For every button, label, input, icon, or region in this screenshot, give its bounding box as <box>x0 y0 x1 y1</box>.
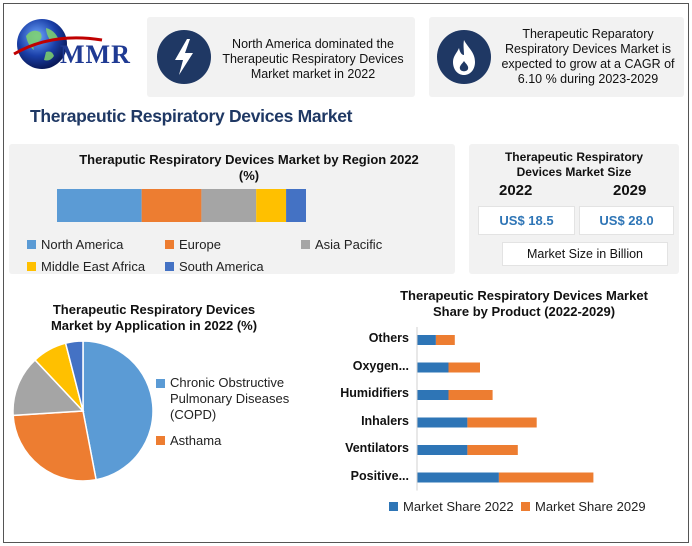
product-bar <box>467 417 537 428</box>
legend-swatch <box>156 379 165 388</box>
application-chart-title: Therapeutic Respiratory Devices Market b… <box>50 302 258 333</box>
legend-share-2029: Market Share 2029 <box>521 499 646 514</box>
pie-slice <box>12 358 85 417</box>
highlight-card-1: North America dominated the Therapeutic … <box>147 17 415 97</box>
pie-slice <box>12 410 97 482</box>
product-bar <box>448 390 493 400</box>
product-bar <box>417 445 468 455</box>
product-tick-label: Inhalers <box>361 413 409 428</box>
legend-swatch <box>389 502 398 511</box>
legend-south-america: South America <box>165 259 264 274</box>
year-2022: 2022 <box>499 182 533 199</box>
legend-swatch <box>301 240 310 249</box>
legend-share-2022: Market Share 2022 <box>389 499 514 514</box>
logo: MMR <box>12 14 142 74</box>
region-bar-chart <box>57 189 306 222</box>
market-size-unit: Market Size in Billion <box>502 242 668 266</box>
region-bar-segment <box>201 189 257 222</box>
product-bar <box>417 417 468 428</box>
pie-slice <box>64 340 84 412</box>
region-bar-segment <box>57 189 142 222</box>
product-bar <box>467 445 518 455</box>
infographic-frame: MMR North America dominated the Therapeu… <box>3 3 689 543</box>
value-2022: US$ 18.5 <box>478 206 575 235</box>
globe-icon <box>13 19 103 69</box>
product-tick-label: Ventilators <box>345 441 409 455</box>
product-tick-label: Others <box>368 331 409 345</box>
product-tick-label: Humidifiers <box>340 386 409 400</box>
product-bar <box>435 335 455 345</box>
legend-asia-pacific: Asia Pacific <box>301 237 382 252</box>
logo-text: MMR <box>60 40 131 69</box>
region-bar-segment <box>256 189 287 222</box>
product-bar <box>448 362 480 373</box>
region-bar-segment <box>286 189 306 222</box>
pie-slice <box>82 340 154 481</box>
market-size-card: Therapeutic Respiratory Devices Market S… <box>469 144 679 274</box>
legend-copd: Chronic Obstructive Pulmonary Diseases (… <box>156 375 306 423</box>
application-pie-chart <box>12 340 154 482</box>
year-2029: 2029 <box>613 182 647 199</box>
legend-swatch <box>156 436 165 445</box>
legend-swatch <box>27 240 36 249</box>
lightning-icon <box>157 30 211 84</box>
legend-asthama: Asthama <box>156 433 221 448</box>
product-bar <box>417 472 499 483</box>
flame-icon <box>437 30 491 84</box>
legend-north-america: North America <box>27 237 123 252</box>
legend-swatch <box>27 262 36 271</box>
product-bar <box>417 390 449 400</box>
product-bar <box>417 335 436 345</box>
region-bar-segment <box>141 189 202 222</box>
region-chart-card: Theraputic Respiratory Devices Market by… <box>9 144 455 274</box>
product-tick-label: Positive... <box>350 468 409 483</box>
highlight-text-2: Therapeutic Reparatory Respiratory Devic… <box>501 27 675 86</box>
legend-swatch <box>521 502 530 511</box>
highlight-text-1: North America dominated the Therapeutic … <box>222 37 404 81</box>
product-bar <box>417 362 449 373</box>
product-chart-title: Therapeutic Respiratory Devices Market S… <box>400 288 648 319</box>
market-size-title: Therapeutic Respiratory Devices Market S… <box>504 150 644 179</box>
legend-swatch <box>165 240 174 249</box>
highlight-card-2: Therapeutic Reparatory Respiratory Devic… <box>429 17 684 97</box>
value-2029: US$ 28.0 <box>579 206 674 235</box>
product-tick-label: Oxygen... <box>352 358 409 373</box>
page-title: Therapeutic Respiratory Devices Market <box>30 106 353 126</box>
product-bar <box>498 472 594 483</box>
region-chart-title: Theraputic Respiratory Devices Market by… <box>79 152 419 183</box>
legend-middle-east-africa: Middle East Africa <box>27 259 145 274</box>
legend-swatch <box>165 262 174 271</box>
legend-europe: Europe <box>165 237 221 252</box>
